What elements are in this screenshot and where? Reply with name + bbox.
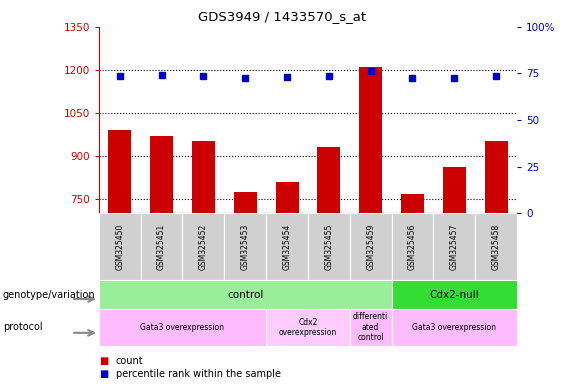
Bar (182, 213, 224, 280)
Text: ■: ■ (99, 356, 108, 366)
Text: GSM325459: GSM325459 (366, 223, 375, 270)
Bar (485, 141, 507, 213)
Bar (99, 309, 266, 346)
Bar (141, 213, 182, 280)
Text: protocol: protocol (3, 322, 42, 333)
Bar (350, 213, 392, 280)
Text: GSM325452: GSM325452 (199, 223, 208, 270)
Bar (99, 213, 141, 280)
Text: GSM325457: GSM325457 (450, 223, 459, 270)
Text: percentile rank within the sample: percentile rank within the sample (116, 369, 281, 379)
Bar (266, 309, 350, 346)
Text: Cdx2-null: Cdx2-null (429, 290, 479, 300)
Bar (443, 167, 466, 213)
Text: GSM325453: GSM325453 (241, 223, 250, 270)
Bar (359, 67, 382, 213)
Text: Gata3 overexpression: Gata3 overexpression (412, 323, 496, 332)
Text: differenti
ated
control: differenti ated control (353, 313, 388, 342)
Text: GSM325450: GSM325450 (115, 223, 124, 270)
Text: count: count (116, 356, 144, 366)
Bar (350, 309, 392, 346)
Bar (192, 141, 215, 213)
Text: GSM325451: GSM325451 (157, 223, 166, 270)
Text: GSM325455: GSM325455 (324, 223, 333, 270)
Bar (108, 130, 131, 213)
Text: GSM325456: GSM325456 (408, 223, 417, 270)
Text: GSM325458: GSM325458 (492, 223, 501, 270)
Text: GSM325454: GSM325454 (282, 223, 292, 270)
Bar (150, 136, 173, 213)
Text: control: control (227, 290, 263, 300)
Bar (224, 213, 266, 280)
Text: genotype/variation: genotype/variation (3, 290, 95, 300)
Bar (392, 280, 517, 309)
Text: GDS3949 / 1433570_s_at: GDS3949 / 1433570_s_at (198, 10, 367, 23)
Bar (318, 147, 340, 213)
Bar (392, 213, 433, 280)
Text: Gata3 overexpression: Gata3 overexpression (141, 323, 224, 332)
Text: Cdx2
overexpression: Cdx2 overexpression (279, 318, 337, 337)
Bar (401, 194, 424, 213)
Bar (99, 280, 392, 309)
Bar (475, 213, 517, 280)
Bar (308, 213, 350, 280)
Bar (276, 182, 298, 213)
Bar (433, 213, 475, 280)
Text: ■: ■ (99, 369, 108, 379)
Bar (234, 192, 257, 213)
Bar (266, 213, 308, 280)
Bar (392, 309, 517, 346)
